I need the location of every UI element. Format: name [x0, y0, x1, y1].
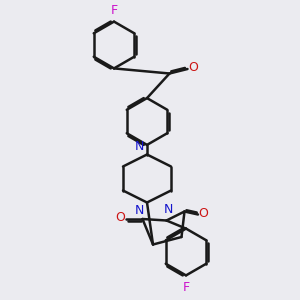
Text: N: N: [135, 204, 145, 217]
Text: F: F: [110, 4, 118, 17]
Text: N: N: [163, 203, 173, 216]
Text: O: O: [188, 61, 198, 74]
Text: F: F: [182, 281, 190, 294]
Text: O: O: [116, 211, 125, 224]
Text: O: O: [199, 207, 208, 220]
Text: N: N: [135, 140, 145, 153]
